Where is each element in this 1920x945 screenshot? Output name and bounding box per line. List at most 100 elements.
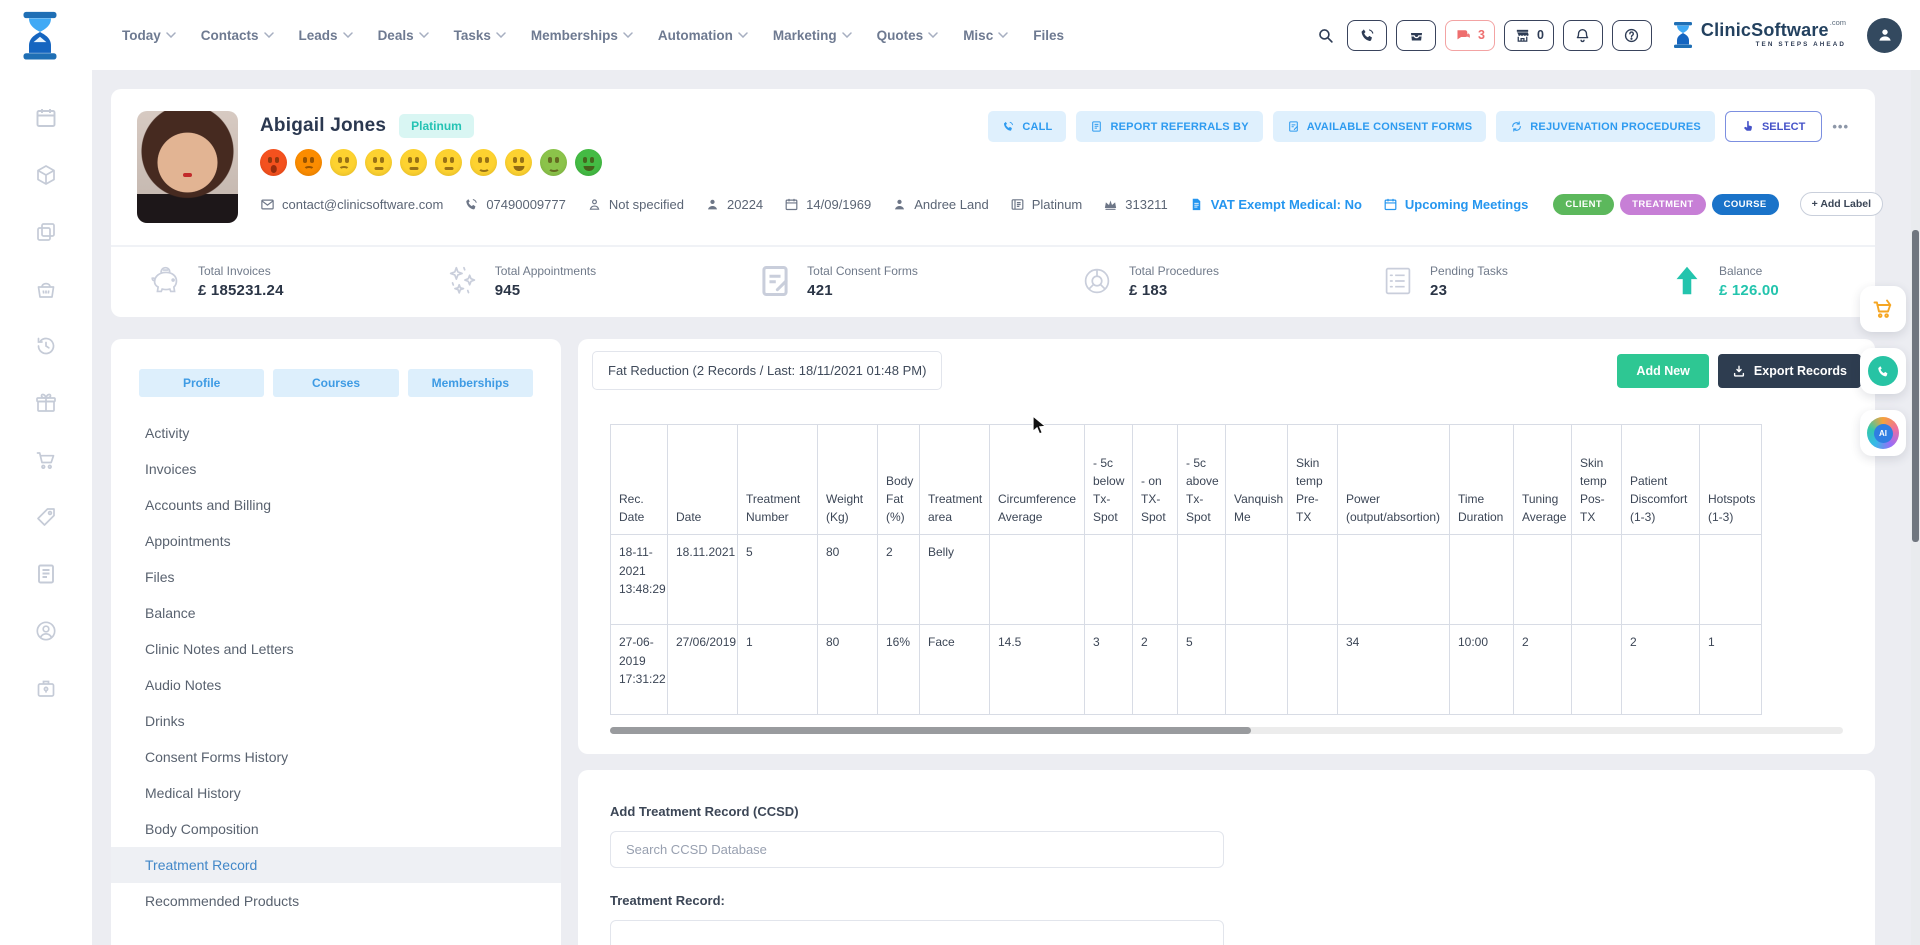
sidebar-item-audio-notes[interactable]: Audio Notes xyxy=(139,667,533,703)
doc-icon xyxy=(1189,197,1204,212)
sidebar-item-body-composition[interactable]: Body Composition xyxy=(139,811,533,847)
inbox-button[interactable] xyxy=(1396,20,1436,51)
table-horizontal-scrollbar[interactable] xyxy=(610,727,1843,734)
history-icon[interactable] xyxy=(34,334,58,358)
mood-smiley-1[interactable] xyxy=(260,149,287,176)
app-logo-icon[interactable] xyxy=(18,10,62,60)
smiley-mouth xyxy=(444,167,453,170)
nav-item-quotes[interactable]: Quotes xyxy=(877,28,939,43)
nav-item-today[interactable]: Today xyxy=(122,28,176,43)
mood-smiley-5[interactable] xyxy=(400,149,427,176)
add-label-button[interactable]: + Add Label xyxy=(1800,192,1883,216)
nav-item-label: Today xyxy=(122,28,161,43)
basket-icon[interactable] xyxy=(34,277,58,301)
ai-widget[interactable]: AI xyxy=(1860,410,1906,456)
cart-widget[interactable] xyxy=(1860,286,1906,332)
sidebar-item-recommended-products[interactable]: Recommended Products xyxy=(139,883,533,919)
sidebar-item-drinks[interactable]: Drinks xyxy=(139,703,533,739)
available-consent-forms-button[interactable]: AVAILABLE CONSENT FORMS xyxy=(1273,111,1487,142)
patient-photo[interactable] xyxy=(137,111,238,223)
table-cell xyxy=(1450,535,1514,625)
report-referrals-by-button[interactable]: REPORT REFERRALS BY xyxy=(1076,111,1262,142)
page-vertical-scrollbar[interactable] xyxy=(1911,70,1920,945)
sidebar-item-treatment-record[interactable]: Treatment Record xyxy=(111,847,561,883)
copy-icon[interactable] xyxy=(34,220,58,244)
contact-platinum: Platinum xyxy=(1010,197,1083,212)
profile-tabs: Profile Courses Memberships xyxy=(139,369,533,397)
contact-contact-clinicsoftware-com[interactable]: contact@clinicsoftware.com xyxy=(260,197,443,212)
bell-button[interactable] xyxy=(1563,20,1603,51)
nav-item-deals[interactable]: Deals xyxy=(378,28,429,43)
chevron-down-icon xyxy=(419,32,429,38)
calendar-icon[interactable] xyxy=(34,106,58,130)
case-icon[interactable] xyxy=(34,676,58,700)
mood-smiley-10[interactable] xyxy=(575,149,602,176)
add-new-button[interactable]: Add New xyxy=(1617,354,1708,388)
tag-icon[interactable] xyxy=(34,505,58,529)
phone-widget[interactable] xyxy=(1860,348,1906,394)
tab-courses[interactable]: Courses xyxy=(273,369,398,397)
contact-vat-exempt-medical-no[interactable]: VAT Exempt Medical: No xyxy=(1189,197,1362,212)
store-button[interactable]: 0 xyxy=(1504,20,1554,51)
column-header: Hotspots (1-3) xyxy=(1700,425,1762,535)
mood-smiley-4[interactable] xyxy=(365,149,392,176)
select-button[interactable]: SELECT xyxy=(1725,111,1822,142)
tab-memberships[interactable]: Memberships xyxy=(408,369,533,397)
sidebar-item-files[interactable]: Files xyxy=(139,559,533,595)
mood-smiley-7[interactable] xyxy=(470,149,497,176)
rejuvenation-procedures-button[interactable]: REJUVENATION PROCEDURES xyxy=(1496,111,1715,142)
mood-smiley-3[interactable] xyxy=(330,149,357,176)
call-button[interactable]: CALL xyxy=(988,111,1066,142)
sidebar-item-activity[interactable]: Activity xyxy=(139,415,533,451)
report-icon[interactable] xyxy=(34,562,58,586)
tasks-icon xyxy=(1379,262,1417,300)
nav-item-files[interactable]: Files xyxy=(1033,28,1064,43)
record-type-selector[interactable]: Fat Reduction (2 Records / Last: 18/11/2… xyxy=(592,351,942,390)
phone-button[interactable] xyxy=(1347,20,1387,51)
nav-item-contacts[interactable]: Contacts xyxy=(201,28,274,43)
sidebar-item-clinic-notes-and-letters[interactable]: Clinic Notes and Letters xyxy=(139,631,533,667)
user-avatar[interactable] xyxy=(1867,18,1902,53)
brand-logo[interactable]: ClinicSoftware .com TEN STEPS AHEAD xyxy=(1671,21,1846,49)
export-records-label: Export Records xyxy=(1754,364,1847,378)
ccsd-search-input[interactable] xyxy=(610,831,1224,868)
sidebar-item-accounts-and-billing[interactable]: Accounts and Billing xyxy=(139,487,533,523)
nav-item-leads[interactable]: Leads xyxy=(299,28,353,43)
sidebar-item-appointments[interactable]: Appointments xyxy=(139,523,533,559)
nav-item-tasks[interactable]: Tasks xyxy=(454,28,506,43)
tab-profile[interactable]: Profile xyxy=(139,369,264,397)
export-records-button[interactable]: Export Records xyxy=(1718,354,1861,388)
table-cell: 27/06/2019 xyxy=(668,625,738,715)
smiley-mouth xyxy=(548,164,560,172)
count-badge: 3 xyxy=(1478,28,1485,42)
mood-smiley-9[interactable] xyxy=(540,149,567,176)
sidebar-item-invoices[interactable]: Invoices xyxy=(139,451,533,487)
mood-smiley-2[interactable] xyxy=(295,149,322,176)
sidebar-item-medical-history[interactable]: Medical History xyxy=(139,775,533,811)
pointer-icon xyxy=(1742,120,1755,133)
scrollbar-thumb[interactable] xyxy=(610,727,1251,734)
nav-item-memberships[interactable]: Memberships xyxy=(531,28,633,43)
mood-smiley-6[interactable] xyxy=(435,149,462,176)
scrollbar-thumb[interactable] xyxy=(1912,230,1919,542)
piggy-icon xyxy=(147,262,185,300)
contact-07490009777[interactable]: 07490009777 xyxy=(464,197,566,212)
user-circle-icon[interactable] xyxy=(34,619,58,643)
nav-item-marketing[interactable]: Marketing xyxy=(773,28,852,43)
contact-upcoming-meetings[interactable]: Upcoming Meetings xyxy=(1383,197,1529,212)
help-button[interactable] xyxy=(1612,20,1652,51)
table-row[interactable]: 18-11-2021 13:48:2918.11.20215802Belly xyxy=(611,535,1762,625)
mood-smiley-8[interactable] xyxy=(505,149,532,176)
treatment-record-textarea[interactable] xyxy=(610,920,1224,945)
sidebar-item-balance[interactable]: Balance xyxy=(139,595,533,631)
chat-button[interactable]: 3 xyxy=(1445,20,1495,51)
sidebar-item-consent-forms-history[interactable]: Consent Forms History xyxy=(139,739,533,775)
nav-item-misc[interactable]: Misc xyxy=(963,28,1008,43)
cube-icon[interactable] xyxy=(34,163,58,187)
search-button[interactable] xyxy=(1312,20,1338,51)
more-options-button[interactable]: ••• xyxy=(1832,119,1849,134)
cart-icon[interactable] xyxy=(34,448,58,472)
table-row[interactable]: 27-06-2019 17:31:2227/06/201918016%Face1… xyxy=(611,625,1762,715)
gift-icon[interactable] xyxy=(34,391,58,415)
nav-item-automation[interactable]: Automation xyxy=(658,28,748,43)
